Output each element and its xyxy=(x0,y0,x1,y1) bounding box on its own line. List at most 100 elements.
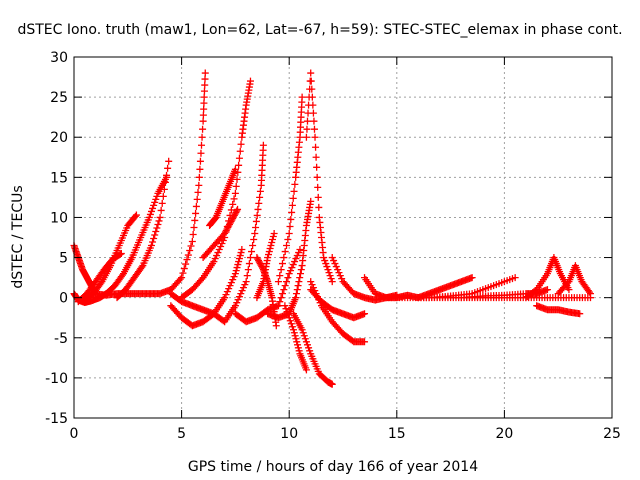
data-series xyxy=(253,254,280,330)
data-point xyxy=(290,329,298,337)
data-point xyxy=(303,125,311,133)
y-tick-label: 20 xyxy=(50,130,68,146)
x-tick-label: 15 xyxy=(388,426,406,442)
data-point xyxy=(227,217,235,225)
y-tick-label: -5 xyxy=(54,331,68,347)
data-point xyxy=(150,201,158,209)
data-point xyxy=(315,203,323,211)
data-point xyxy=(285,229,293,237)
data-point xyxy=(235,258,243,266)
data-point xyxy=(237,249,245,257)
data-point xyxy=(192,209,200,217)
data-point xyxy=(233,264,241,272)
data-point xyxy=(576,310,584,318)
data-point xyxy=(246,254,254,262)
data-point xyxy=(197,149,205,157)
data-point xyxy=(294,341,302,349)
data-point xyxy=(291,258,299,266)
data-point xyxy=(211,255,219,263)
data-point xyxy=(256,193,264,201)
data-point xyxy=(195,173,203,181)
x-tick-label: 10 xyxy=(280,426,298,442)
data-point xyxy=(322,260,330,268)
data-point xyxy=(307,69,315,77)
data-point xyxy=(147,242,155,250)
data-point xyxy=(243,272,251,280)
data-point xyxy=(283,308,291,316)
data-point xyxy=(284,236,292,244)
data-point xyxy=(564,279,572,287)
data-point xyxy=(227,206,235,214)
data-point xyxy=(276,272,284,280)
data-point xyxy=(312,153,320,161)
chart-title: dSTEC Iono. truth (maw1, Lon=62, Lat=-67… xyxy=(17,22,622,38)
data-point xyxy=(198,275,206,283)
data-point xyxy=(211,214,219,222)
y-tick-label: 15 xyxy=(50,170,68,186)
data-series xyxy=(264,197,315,322)
data-point xyxy=(308,85,316,93)
data-point xyxy=(225,222,233,230)
data-point xyxy=(308,93,316,101)
data-point xyxy=(196,157,204,165)
data-point xyxy=(295,347,303,355)
y-tick-label: 30 xyxy=(50,50,68,66)
data-series xyxy=(167,246,246,330)
data-point xyxy=(253,211,261,219)
data-point xyxy=(259,141,267,149)
data-point xyxy=(221,229,229,237)
x-axis-label: GPS time / hours of day 166 of year 2014 xyxy=(188,459,478,475)
data-point xyxy=(200,105,208,113)
data-point xyxy=(232,267,240,275)
data-point xyxy=(296,246,304,254)
data-point xyxy=(97,279,105,287)
data-point xyxy=(292,290,300,298)
data-point xyxy=(254,205,262,213)
data-point xyxy=(201,69,209,77)
data-point xyxy=(163,171,171,179)
data-point xyxy=(323,263,331,271)
data-point xyxy=(158,199,166,207)
data-point xyxy=(278,260,286,268)
data-point xyxy=(241,281,249,289)
data-point xyxy=(231,189,239,197)
data-point xyxy=(301,335,309,343)
data-point xyxy=(161,178,169,186)
data-point xyxy=(255,257,263,265)
data-point xyxy=(586,294,594,302)
data-point xyxy=(160,185,168,193)
data-series xyxy=(199,205,242,262)
data-point xyxy=(217,243,225,251)
data-point xyxy=(189,230,197,238)
data-point xyxy=(223,288,231,296)
data-point xyxy=(298,326,306,334)
data-point xyxy=(325,269,333,277)
data-point xyxy=(310,125,318,133)
data-point xyxy=(328,278,336,286)
x-tick-label: 5 xyxy=(177,426,186,442)
data-point xyxy=(196,165,204,173)
data-series xyxy=(290,310,336,388)
data-point xyxy=(145,213,153,221)
data-point xyxy=(232,208,240,216)
data-point xyxy=(234,205,242,213)
data-point xyxy=(286,222,294,230)
data-point xyxy=(218,240,226,248)
data-point xyxy=(269,232,277,240)
data-point xyxy=(182,260,190,268)
data-point xyxy=(264,254,272,262)
data-series xyxy=(253,229,278,302)
data-point xyxy=(179,269,187,277)
data-point xyxy=(332,263,340,271)
data-point xyxy=(215,246,223,254)
data-point xyxy=(223,225,231,233)
data-point xyxy=(285,270,293,278)
data-point xyxy=(222,226,230,234)
data-point xyxy=(305,344,313,352)
data-point xyxy=(191,216,199,224)
data-point xyxy=(230,195,238,203)
data-point xyxy=(235,293,243,301)
data-point xyxy=(290,187,298,195)
data-point xyxy=(288,208,296,216)
